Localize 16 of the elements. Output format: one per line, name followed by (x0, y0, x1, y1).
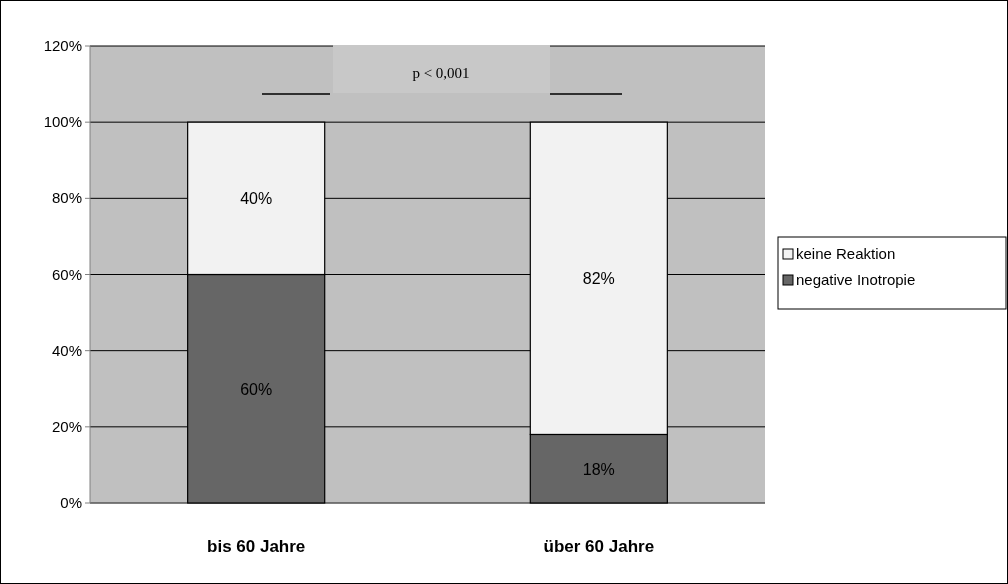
x-tick-label: bis 60 Jahre (207, 537, 306, 556)
y-tick-label: 0% (60, 494, 82, 511)
y-tick-label: 80% (51, 189, 82, 207)
legend-label: negative Inotropie (796, 271, 916, 288)
y-tick-label: 20% (51, 417, 82, 435)
y-tick-label: 40% (51, 341, 82, 359)
data-label: 60% (240, 380, 273, 398)
y-tick-label: 120% (43, 37, 82, 54)
x-tick-label: über 60 Jahre (543, 537, 655, 556)
y-tick-label: 100% (43, 113, 82, 131)
data-label: 82% (582, 270, 615, 288)
y-tick-label: 60% (51, 265, 82, 283)
annotation: p < 0,001 (412, 65, 470, 81)
data-label: 18% (582, 460, 615, 478)
data-label: 40% (240, 190, 273, 208)
legend-label: keine Reaktion (796, 245, 896, 262)
